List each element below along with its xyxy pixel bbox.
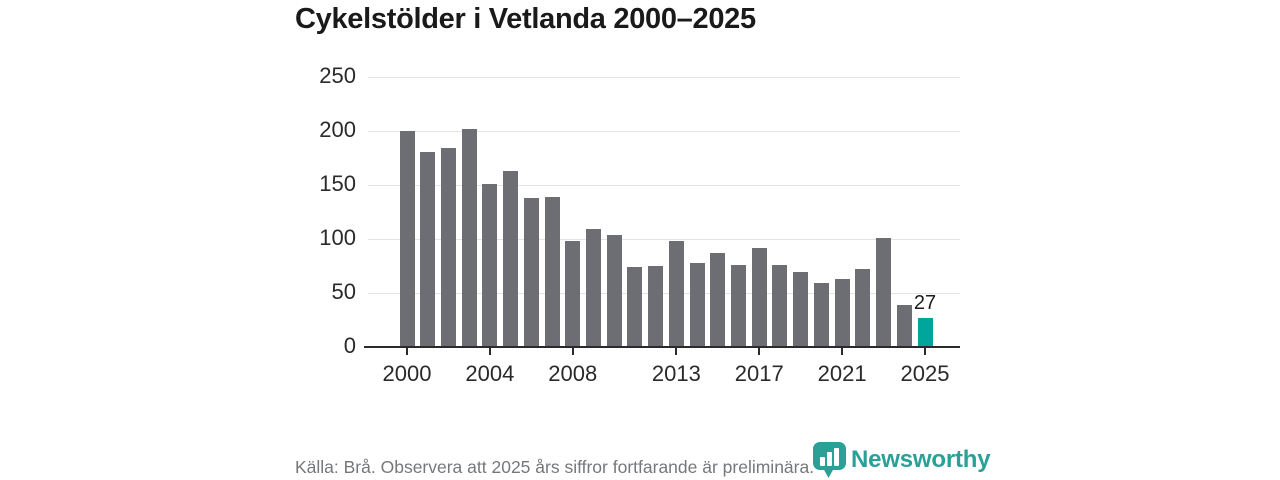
gridline	[368, 77, 960, 78]
x-tick-label: 2025	[900, 361, 950, 386]
x-tick-mark	[924, 348, 926, 355]
bar-2006	[523, 197, 539, 347]
y-tick-label: 250	[319, 63, 356, 89]
bar-2022	[855, 269, 871, 347]
bar-2019	[793, 272, 809, 347]
x-tick-mark	[406, 348, 408, 355]
x-tick-mark	[841, 348, 844, 355]
plot-area: 0 50 100 150 200 250 2000 2004 2008 2013 2017 2021 2…	[319, 65, 960, 386]
x-tick-label: 2021	[817, 361, 867, 386]
gridline	[368, 131, 960, 132]
newsworthy-logo-icon	[813, 442, 846, 478]
bar-2016	[731, 264, 747, 347]
x-tick-mark	[675, 348, 678, 355]
bar-2003	[461, 128, 477, 347]
y-tick-label: 50	[331, 279, 356, 305]
x-tick-label: 2000	[382, 361, 432, 386]
x-tick-label: 2004	[465, 361, 515, 386]
bar-2008	[565, 241, 581, 347]
x-tick-mark	[488, 348, 491, 355]
chart-title: Cykelstölder i Vetlanda 2000–2025	[295, 3, 756, 35]
bar-2017	[751, 247, 767, 347]
bar-2014	[689, 262, 705, 347]
x-tick-label: 2008	[548, 361, 598, 386]
bar-2011	[627, 267, 643, 347]
y-tick-label: 100	[319, 225, 356, 251]
gridline	[368, 293, 960, 294]
newsworthy-logo-text: Newsworthy	[851, 446, 991, 473]
bar-2024	[896, 304, 912, 347]
x-tick-label: 2017	[734, 361, 784, 386]
bar-2013	[668, 241, 684, 347]
y-tick-label: 150	[319, 171, 356, 197]
y-tick-label: 0	[343, 333, 356, 359]
bar-2000	[399, 131, 415, 347]
x-tick-label: 2013	[651, 361, 701, 386]
bar-2004	[482, 183, 498, 347]
bar-2002	[440, 148, 456, 347]
x-tick-mark	[758, 348, 761, 355]
bar-2025	[917, 317, 933, 347]
bar-2005	[503, 170, 519, 347]
newsworthy-logo[interactable]: Newsworthy	[811, 441, 991, 479]
bar-2018	[772, 264, 788, 347]
x-axis-line	[364, 346, 960, 348]
x-tick-mark	[571, 348, 574, 355]
bar-2009	[585, 229, 601, 347]
gridline	[368, 239, 960, 240]
bar-2012	[648, 266, 664, 347]
source-note: Källa: Brå. Observera att 2025 års siffr…	[295, 457, 815, 477]
bar-2015	[710, 253, 726, 347]
value-label-2025: 27	[913, 291, 937, 314]
bar-2020	[813, 283, 829, 347]
gridline	[368, 185, 960, 186]
bar-2007	[544, 196, 560, 347]
bar-2010	[606, 234, 622, 347]
y-tick-label: 200	[319, 117, 356, 143]
bar-2021	[834, 278, 850, 347]
bar-2023	[876, 237, 892, 347]
bar-2001	[420, 151, 436, 347]
